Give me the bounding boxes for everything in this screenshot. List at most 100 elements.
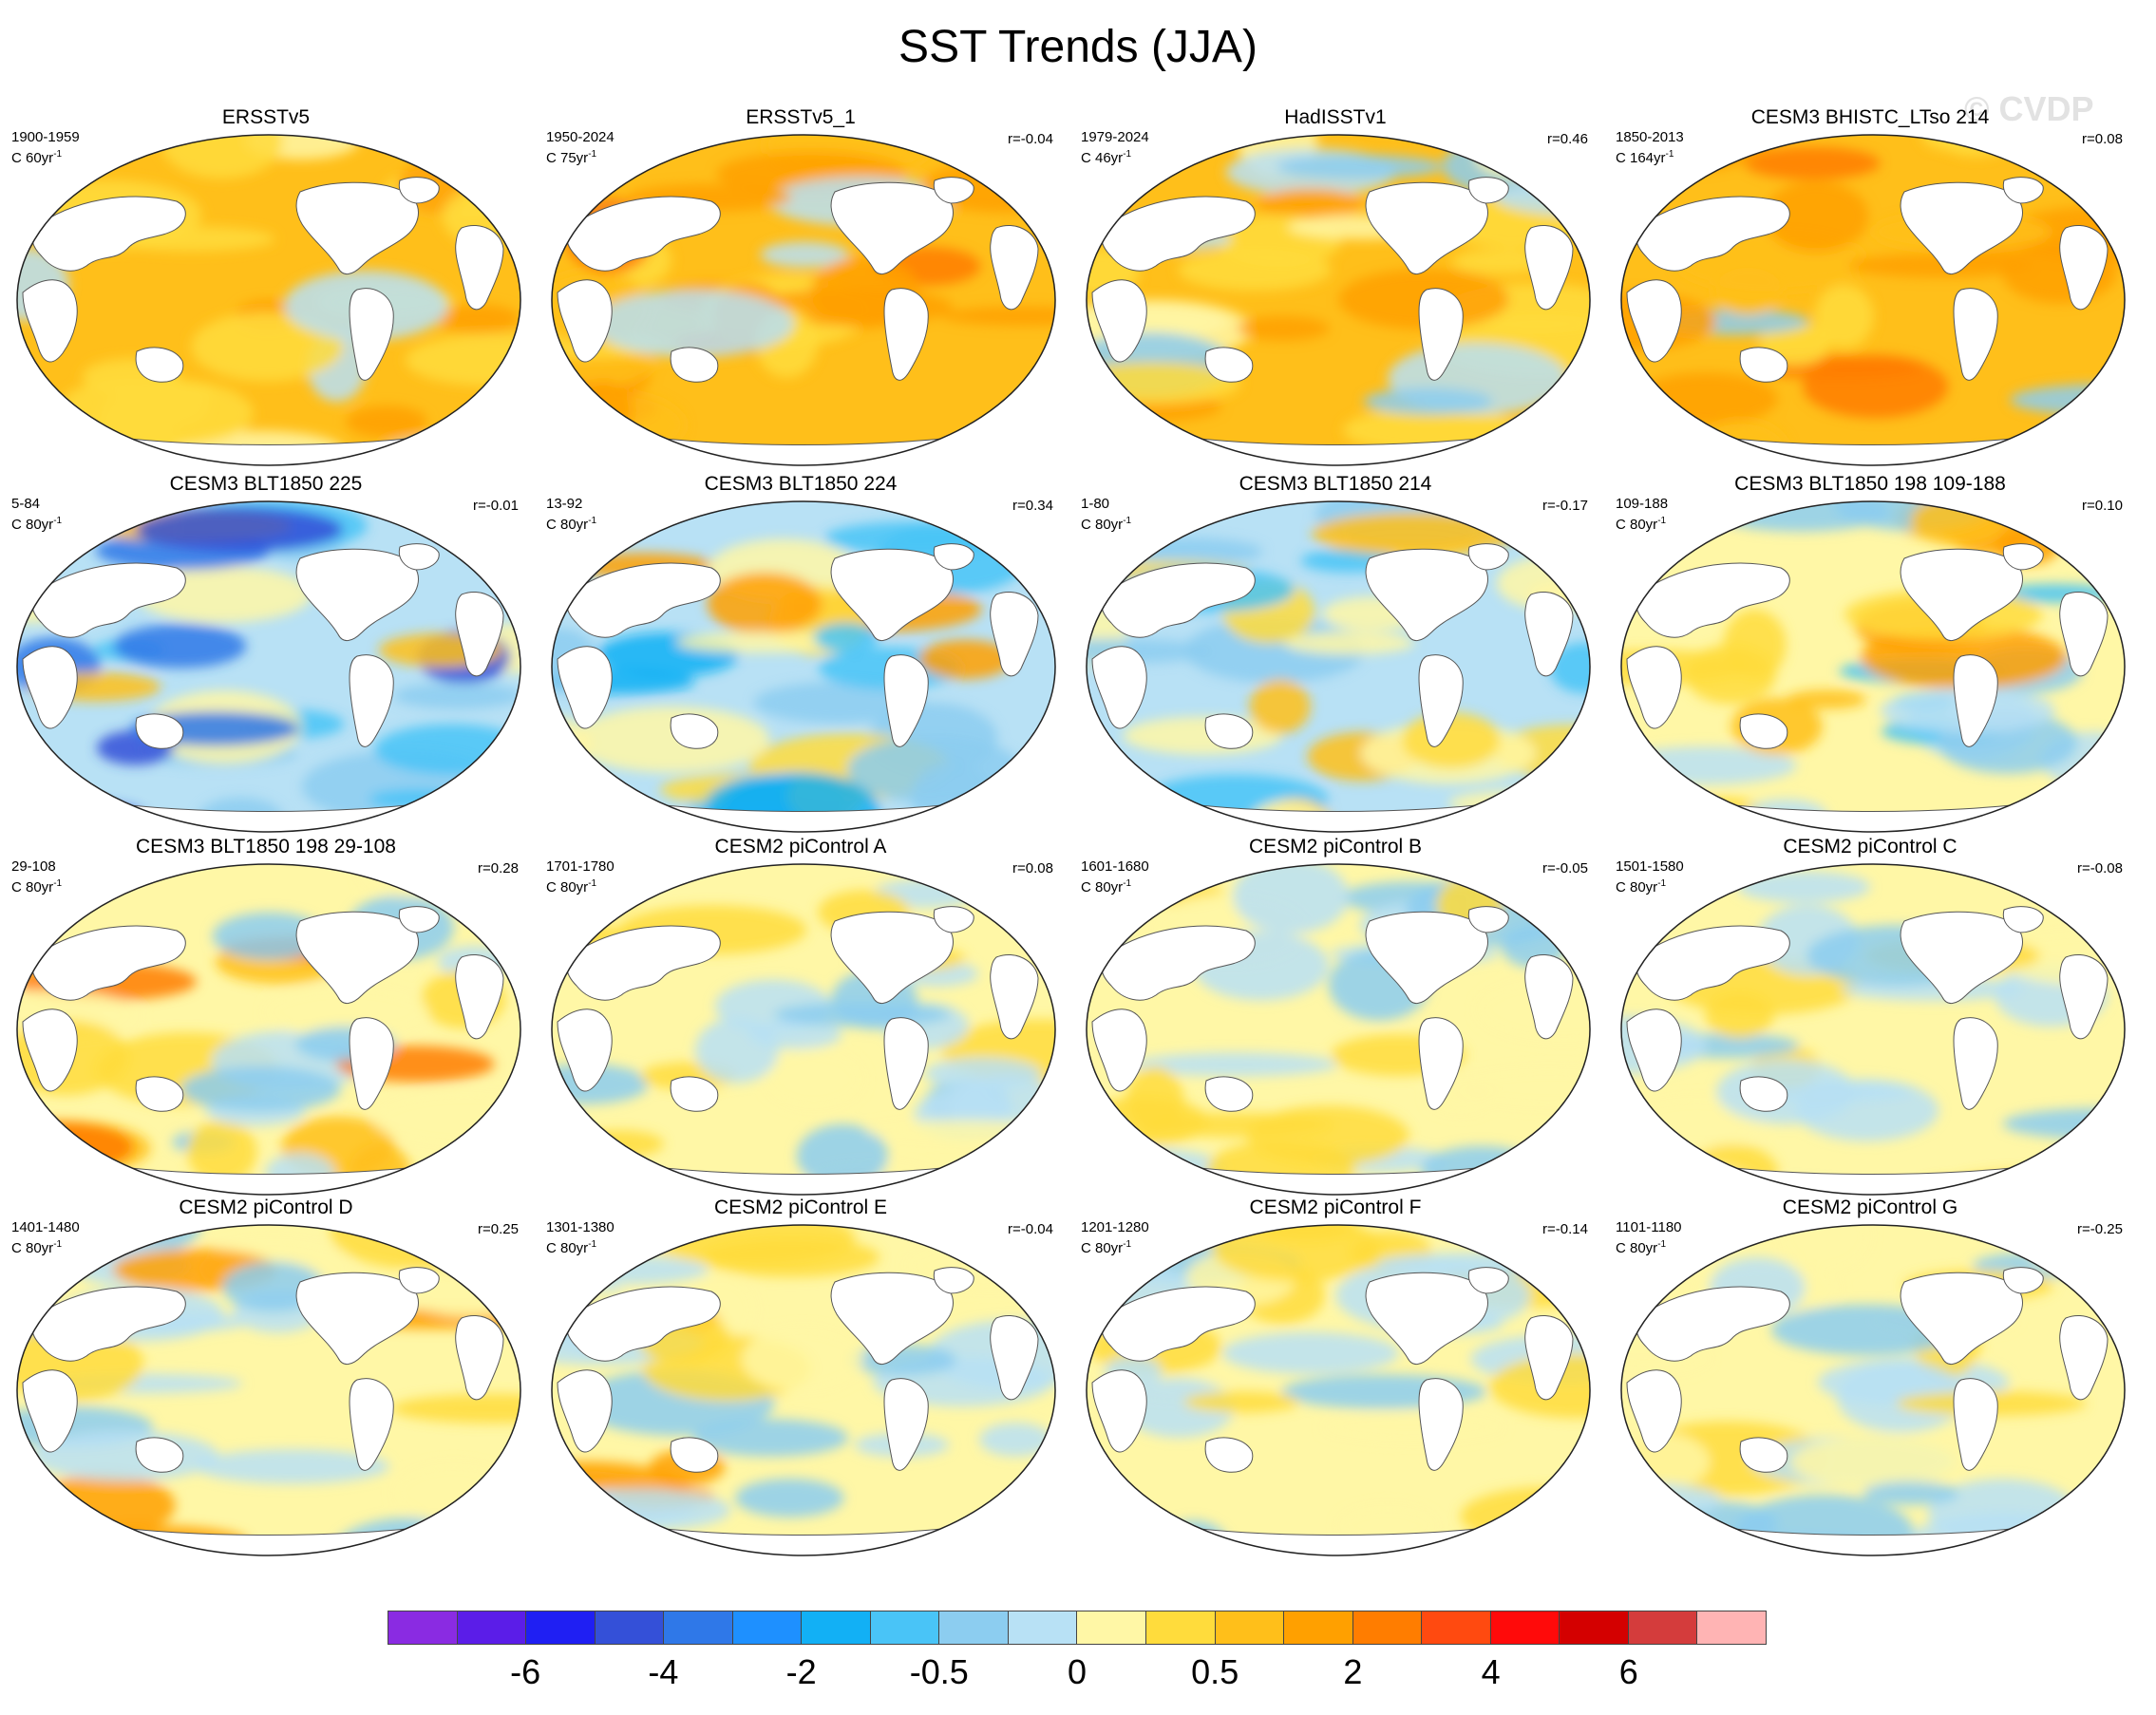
panel-trend-units: C 80yr-1 <box>1616 513 1666 534</box>
panel-trend-units-text: C 80yr <box>1081 879 1124 895</box>
panel-correlation: r=-0.14 <box>1542 1221 1588 1237</box>
trend-anomaly-patch <box>1744 146 1881 179</box>
panel-trend-units-text: C 80yr <box>1616 879 1658 895</box>
panel-title: HadISSTv1 <box>1284 106 1387 128</box>
trend-anomaly-patch <box>572 706 770 773</box>
cvdp-watermark: © CVDP <box>1964 89 2094 128</box>
trend-anomaly-patch <box>1087 1529 1162 1555</box>
panel-period: 1-80 <box>1081 496 1110 512</box>
continent-outline <box>455 224 504 311</box>
trend-anomaly-patch <box>186 1120 257 1184</box>
trend-anomaly-patch <box>191 311 344 382</box>
trend-anomaly-patch <box>2041 1173 2125 1195</box>
trend-anomaly-patch <box>1803 354 1949 419</box>
trend-anomaly-patch <box>1237 315 1330 341</box>
map-border <box>1620 134 2126 466</box>
continent-outline <box>1953 1017 1998 1110</box>
panel-correlation: r=0.08 <box>2082 131 2123 147</box>
colorbar-swatch <box>1560 1611 1629 1644</box>
panel-trend-units: C 60yr-1 <box>11 146 62 167</box>
panel-period: 1850-2013 <box>1616 129 1684 145</box>
trend-anomaly-patch <box>1421 1145 1541 1195</box>
colorbar <box>388 1611 1767 1645</box>
panel-title: CESM2 piControl F <box>1249 1197 1422 1218</box>
trend-anomaly-patch <box>423 1239 520 1272</box>
trend-anomaly-patch <box>1363 387 1493 416</box>
units-exponent: -1 <box>1665 149 1674 160</box>
continent-outline <box>398 1267 440 1294</box>
continent-outline <box>135 347 184 383</box>
trend-anomaly-patch <box>1621 1430 1710 1493</box>
continent-outline <box>883 288 929 381</box>
continent-outline <box>1953 288 1998 381</box>
continent-outline <box>1365 548 1488 641</box>
continent-outline <box>22 1369 78 1453</box>
continent-outline <box>398 543 440 571</box>
continent-outline <box>22 1008 78 1092</box>
panel-correlation: r=0.08 <box>1012 860 1053 876</box>
colorbar-swatch <box>939 1611 1009 1644</box>
sst-trend-map <box>1620 134 2126 466</box>
continent-outline <box>933 177 974 204</box>
panel-trend-units-text: C 80yr <box>546 879 589 895</box>
continent-outline <box>883 1378 929 1471</box>
colorbar-tick-label: 6 <box>1618 1652 1638 1691</box>
units-exponent: -1 <box>1657 878 1667 889</box>
trend-anomaly-patch <box>447 135 520 177</box>
map-border <box>551 134 1056 466</box>
trend-anomaly-patch <box>1255 1225 1359 1243</box>
panel-correlation: r=-0.05 <box>1542 860 1588 876</box>
sst-trend-map <box>551 1224 1056 1556</box>
continent-outline <box>830 1272 954 1365</box>
trend-anomaly-patch <box>264 986 429 1039</box>
panel-trend-units: C 80yr-1 <box>546 876 596 896</box>
trend-anomaly-patch <box>17 1530 60 1554</box>
sst-trend-map <box>551 134 1056 466</box>
colorbar-swatch <box>1077 1611 1147 1644</box>
units-exponent: -1 <box>53 149 63 160</box>
continent-outline <box>830 181 954 274</box>
trend-anomaly-patch <box>1322 1412 1504 1442</box>
panel-trend-units: C 80yr-1 <box>546 513 596 534</box>
continent-outline <box>1636 925 1790 1001</box>
colorbar-tick-label: -2 <box>785 1652 817 1691</box>
continent-outline <box>295 181 419 274</box>
continent-outline <box>1204 1437 1254 1473</box>
map-border <box>551 863 1056 1196</box>
units-exponent: -1 <box>53 1239 63 1250</box>
continent-outline <box>1739 713 1788 749</box>
panel-title: CESM3 BLT1850 198 109-188 <box>1734 473 2006 495</box>
trend-anomaly-patch <box>2064 417 2125 446</box>
panel-correlation: r=0.46 <box>1547 131 1588 147</box>
continent-outline <box>933 543 974 571</box>
continent-outline <box>295 548 419 641</box>
colorbar-tick-label: 0.5 <box>1191 1652 1239 1691</box>
map-panel: ERSSTv5_1 1950-2024 C 75yr-1 r=-0.04 <box>535 106 1067 467</box>
panel-correlation: r=0.34 <box>1012 498 1053 514</box>
continent-outline <box>1091 1369 1147 1453</box>
panel-period: 1401-1480 <box>11 1219 80 1235</box>
trend-anomaly-patch <box>1863 1481 1959 1505</box>
colorbar-tick-label: -0.5 <box>909 1652 969 1691</box>
trend-anomaly-patch <box>1221 1331 1400 1374</box>
trend-anomaly-patch <box>1684 644 1776 705</box>
panel-trend-units-text: C 80yr <box>546 517 589 533</box>
trend-anomaly-patch <box>1458 1067 1590 1108</box>
panel-trend-units: C 80yr-1 <box>546 1236 596 1257</box>
map-panel: CESM3 BHISTC_LTso 214 1850-2013 C 164yr-1 r… <box>1604 106 2136 467</box>
sst-trend-map <box>551 863 1056 1196</box>
panel-title: ERSSTv5_1 <box>746 106 856 128</box>
trend-anomaly-patch <box>406 333 520 386</box>
trend-anomaly-patch <box>1125 1066 1184 1136</box>
map-panel: CESM3 BLT1850 198 109-188 109-188 C 80yr-1… <box>1604 473 2136 834</box>
continent-outline <box>1467 1267 1509 1294</box>
continent-outline <box>1524 953 1574 1040</box>
trend-anomaly-patch <box>1277 155 1444 179</box>
continent-outline <box>933 1267 974 1294</box>
continent-outline <box>1524 1314 1574 1401</box>
continent-outline <box>31 562 186 638</box>
colorbar-swatch <box>802 1611 871 1644</box>
continent-outline <box>1091 646 1147 729</box>
panel-title: CESM2 piControl G <box>1782 1197 1958 1218</box>
map-panel: HadISSTv1 1979-2024 C 46yr-1 r=0.46 <box>1069 106 1601 467</box>
